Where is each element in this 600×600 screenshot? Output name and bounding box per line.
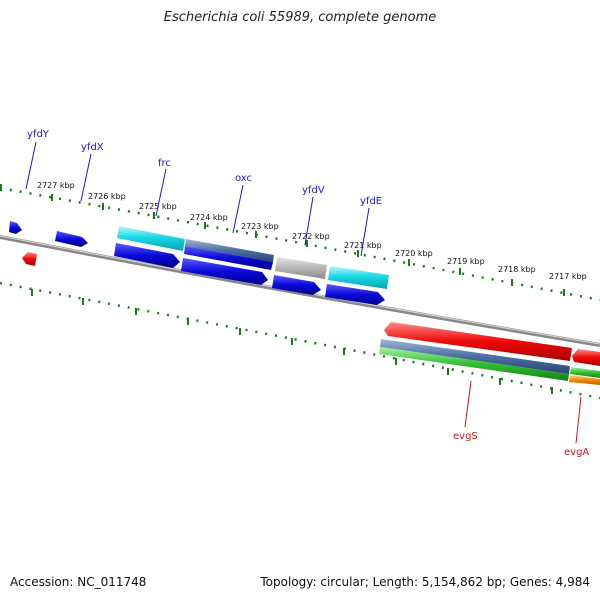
gene-feature[interactable]: [380, 339, 570, 374]
gene-label-leaders: [25, 141, 582, 444]
accession-text: Accession: NC_011748: [10, 575, 147, 589]
gene-feature[interactable]: [272, 275, 321, 295]
lower-ruler-major-ticks: [31, 289, 553, 394]
gene-feature[interactable]: [22, 252, 37, 266]
gene-feature[interactable]: [570, 367, 600, 378]
gene-feature[interactable]: [379, 347, 569, 381]
gene-label-evgS[interactable]: evgS: [453, 431, 478, 442]
kbp-label: 2719 kbp: [447, 257, 485, 266]
kbp-label: 2718 kbp: [498, 265, 536, 274]
gene-feature[interactable]: [384, 322, 572, 361]
gene-label-yfdY[interactable]: yfdY: [27, 129, 50, 140]
gene-feature[interactable]: [572, 349, 600, 366]
kbp-label: 2717 kbp: [549, 272, 587, 281]
gene-label-yfdE[interactable]: yfdE: [360, 196, 382, 207]
gene-feature[interactable]: [569, 375, 600, 385]
gene-label-evgA[interactable]: evgA: [564, 447, 589, 458]
forward-features-inner: [114, 243, 385, 305]
gene-feature[interactable]: [185, 239, 274, 262]
kbp-label: 2724 kbp: [190, 213, 228, 222]
gene-feature[interactable]: [117, 226, 185, 251]
kbp-label: 2726 kbp: [88, 192, 126, 201]
map-title: Escherichia coli 55989, complete genome: [163, 10, 437, 25]
gene-feature[interactable]: [325, 284, 385, 305]
kbp-label: 2727 kbp: [37, 181, 75, 190]
upper-ruler-major-ticks: [0, 184, 565, 296]
gene-feature[interactable]: [9, 221, 22, 234]
gene-label-yfdV[interactable]: yfdV: [302, 185, 325, 196]
kbp-label: 2720 kbp: [395, 249, 433, 258]
gene-feature[interactable]: [114, 243, 180, 268]
reverse-features: [22, 252, 600, 385]
gene-feature[interactable]: [181, 258, 268, 285]
gene-feature[interactable]: [275, 257, 327, 279]
gene-labels: yfdY yfdX frc oxc yfdV yfdE evgS evgA: [27, 129, 589, 458]
topology-text: Topology: circular; Length: 5,154,862 bp…: [260, 575, 590, 589]
gene-label-frc[interactable]: frc: [158, 158, 171, 169]
gene-label-oxc[interactable]: oxc: [235, 173, 252, 184]
kbp-label: 2722 kbp: [292, 232, 330, 241]
gene-feature[interactable]: [328, 266, 389, 289]
genome-backbone: [0, 235, 600, 347]
gene-feature[interactable]: [184, 246, 273, 270]
gene-label-yfdX[interactable]: yfdX: [81, 142, 104, 153]
kbp-label: 2723 kbp: [241, 222, 279, 231]
forward-features-outer: [9, 221, 389, 289]
gene-feature[interactable]: [55, 231, 88, 247]
